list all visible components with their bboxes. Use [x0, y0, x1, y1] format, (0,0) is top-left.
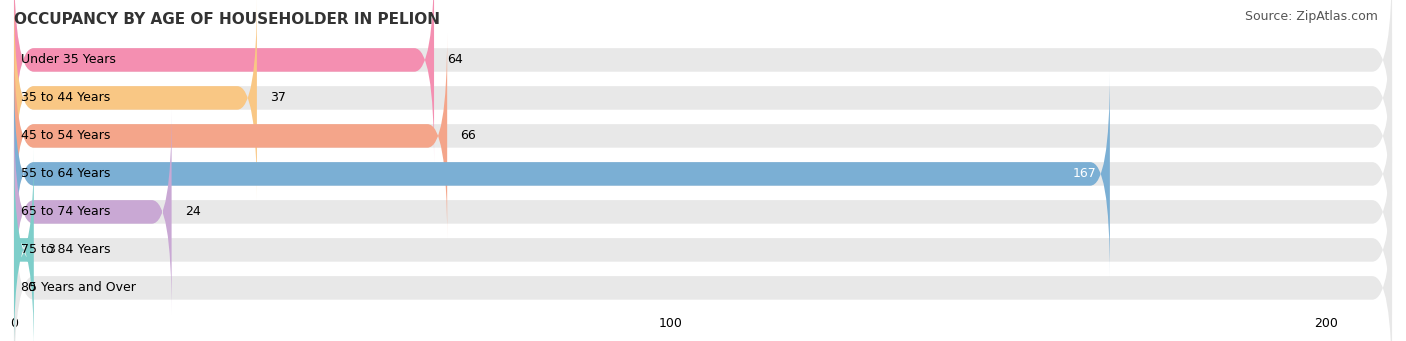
Text: 37: 37 [270, 91, 285, 104]
FancyBboxPatch shape [14, 72, 1392, 276]
FancyBboxPatch shape [14, 34, 447, 238]
Text: 85 Years and Over: 85 Years and Over [21, 281, 135, 294]
Text: OCCUPANCY BY AGE OF HOUSEHOLDER IN PELION: OCCUPANCY BY AGE OF HOUSEHOLDER IN PELIO… [14, 12, 440, 27]
Text: 75 to 84 Years: 75 to 84 Years [21, 243, 110, 256]
Text: 55 to 64 Years: 55 to 64 Years [21, 167, 110, 180]
Text: 167: 167 [1073, 167, 1097, 180]
Text: Under 35 Years: Under 35 Years [21, 54, 115, 66]
FancyBboxPatch shape [14, 186, 1392, 341]
FancyBboxPatch shape [14, 0, 434, 162]
Text: 0: 0 [27, 281, 35, 294]
Text: 64: 64 [447, 54, 463, 66]
FancyBboxPatch shape [14, 0, 1392, 200]
Text: 3: 3 [46, 243, 55, 256]
FancyBboxPatch shape [14, 110, 1392, 314]
FancyBboxPatch shape [14, 72, 1109, 276]
Text: 35 to 44 Years: 35 to 44 Years [21, 91, 110, 104]
Text: 66: 66 [460, 130, 477, 143]
Text: Source: ZipAtlas.com: Source: ZipAtlas.com [1244, 10, 1378, 23]
FancyBboxPatch shape [14, 148, 34, 341]
FancyBboxPatch shape [14, 148, 1392, 341]
FancyBboxPatch shape [14, 0, 1392, 162]
FancyBboxPatch shape [14, 110, 172, 314]
Text: 45 to 54 Years: 45 to 54 Years [21, 130, 110, 143]
Text: 65 to 74 Years: 65 to 74 Years [21, 205, 110, 218]
Text: 24: 24 [184, 205, 201, 218]
FancyBboxPatch shape [14, 0, 257, 200]
FancyBboxPatch shape [14, 34, 1392, 238]
